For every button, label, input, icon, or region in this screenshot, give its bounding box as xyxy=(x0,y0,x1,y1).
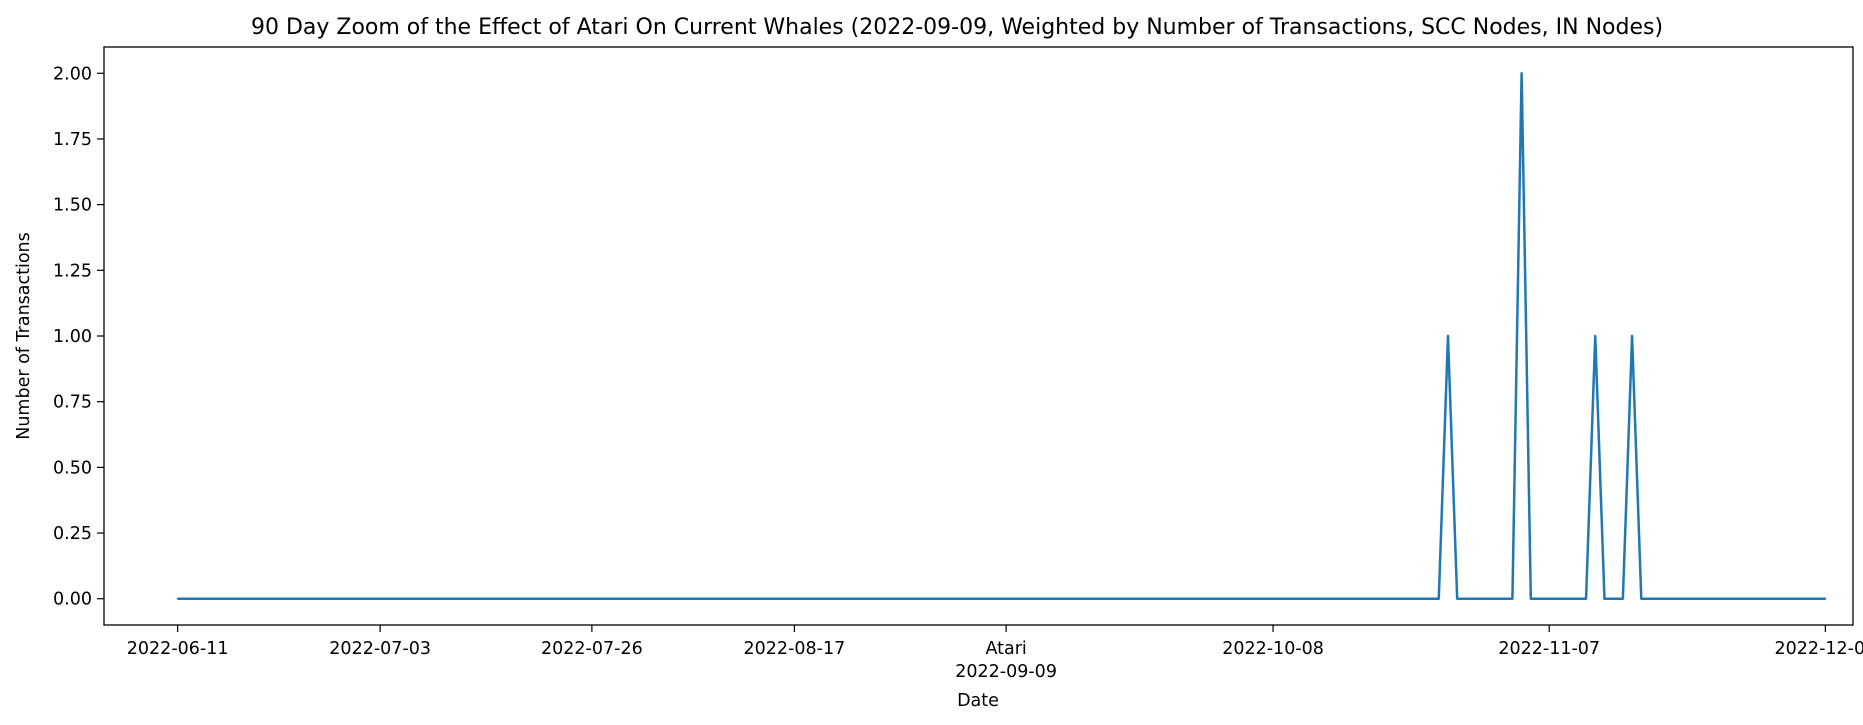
y-tick-label: 1.50 xyxy=(53,196,92,216)
data-point xyxy=(1585,597,1587,600)
y-tick-label: 0.00 xyxy=(53,590,92,610)
data-point xyxy=(1594,335,1597,337)
plot-frame xyxy=(103,46,1854,626)
data-point xyxy=(1631,335,1633,337)
y-axis-label: Number of Transactions xyxy=(14,232,34,440)
data-point xyxy=(1603,597,1606,600)
x-tick-label: 2022-11-07 xyxy=(1498,639,1600,659)
y-axis: 0.00 0.25 0.50 0.75 1.00 1.25 1.50 1.75 2.00 xyxy=(53,64,104,610)
x-tick-label: 2022-07-03 xyxy=(329,639,431,659)
x-tick-label: Atari xyxy=(985,639,1026,659)
x-axis: 2022-06-11 2022-07-03 2022-07-26 2022-08-17… xyxy=(127,625,1863,682)
y-tick-label: 0.25 xyxy=(53,524,92,544)
series-layer xyxy=(176,72,1827,600)
series-line xyxy=(177,72,1826,600)
y-tick-label: 2.00 xyxy=(53,64,92,84)
y-tick-label: 1.75 xyxy=(53,130,92,150)
data-point xyxy=(1640,597,1643,600)
x-tick-label: 2022-08-17 xyxy=(744,639,846,659)
y-tick-label: 0.75 xyxy=(53,393,92,413)
x-axis-label: Date xyxy=(957,691,999,711)
y-tick-label: 0.50 xyxy=(53,458,92,478)
data-point xyxy=(1447,335,1449,337)
data-point xyxy=(1621,597,1624,600)
data-point xyxy=(1511,597,1514,600)
chart-title: 90 Day Zoom of the Effect of Atari On Cu… xyxy=(251,15,1663,40)
data-point xyxy=(1456,597,1459,600)
y-tick-label: 1.00 xyxy=(53,327,92,347)
data-point xyxy=(1437,597,1440,600)
y-tick-label: 1.25 xyxy=(53,261,92,281)
data-point xyxy=(1520,72,1523,75)
data-point xyxy=(1529,597,1532,600)
data-point xyxy=(1824,597,1827,600)
plot-area xyxy=(104,47,1853,625)
x-tick-label: 2022-12-07 xyxy=(1775,639,1863,659)
x-tick-sublabel: 2022-09-09 xyxy=(955,662,1057,682)
data-point xyxy=(176,597,179,600)
x-tick-label: 2022-10-08 xyxy=(1222,639,1324,659)
x-tick-label: 2022-06-11 xyxy=(127,639,229,659)
x-tick-label: 2022-07-26 xyxy=(541,639,643,659)
